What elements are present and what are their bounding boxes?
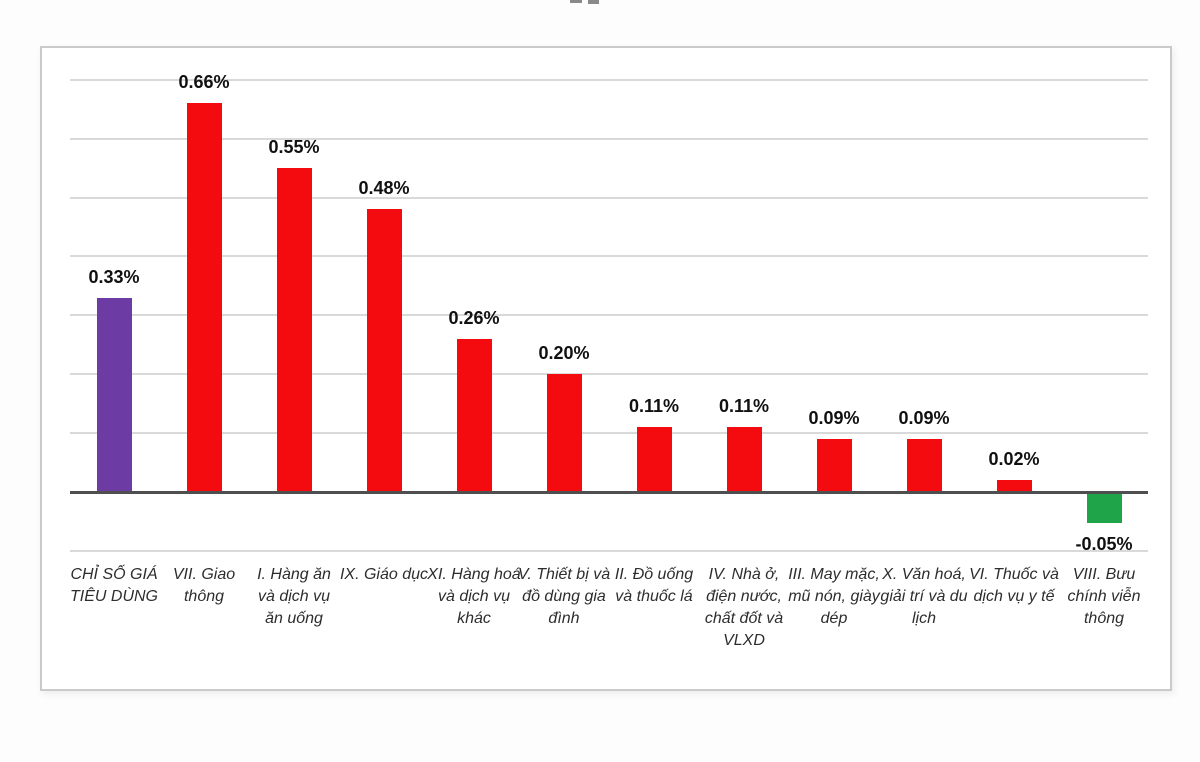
bar — [456, 338, 492, 492]
x-axis-line — [70, 491, 1148, 494]
plot-area: 0.33% CHỈ SỐ GIÁ TIÊU DÙNG 0.66% VII. Giao … — [42, 48, 1170, 689]
bar-value-label: -0.05% — [1075, 534, 1133, 555]
bar-value-label: 0.11% — [628, 396, 680, 417]
bar-category-label: III. May mặc, mũ nón, giày dép — [788, 566, 880, 627]
gridline — [70, 549, 1148, 552]
bar — [726, 427, 762, 492]
bar — [636, 427, 672, 492]
bar-category-label: X. Văn hoá, giải trí và du lịch — [880, 566, 968, 627]
bar-value-label: 0.09% — [808, 407, 860, 428]
bar-category-label: VII. Giao thông — [172, 566, 236, 605]
bar-category-label: I. Hàng ăn và dịch vụ ăn uống — [257, 566, 331, 627]
gridline — [70, 137, 1148, 140]
bar-value-label: 0.11% — [718, 396, 770, 417]
bar-value-label: 0.33% — [88, 266, 140, 287]
bar-category-label: V. Thiết bị và đồ dùng gia đình — [517, 566, 611, 627]
bar-value-label: 0.09% — [898, 407, 950, 428]
bar — [276, 168, 312, 492]
bar-category-label: II. Đồ uống và thuốc lá — [614, 566, 694, 605]
bar — [1086, 494, 1122, 524]
bar-category-label: CHỈ SỐ GIÁ TIÊU DÙNG — [70, 566, 158, 605]
bar — [546, 374, 582, 492]
bar — [816, 438, 852, 492]
bar-category-label: VI. Thuốc và dịch vụ y tế — [969, 566, 1059, 605]
bar — [906, 438, 942, 492]
bar-category-label: VIII. Bưu chính viễn thông — [1067, 566, 1141, 627]
gridline — [70, 373, 1148, 376]
gridline — [70, 255, 1148, 258]
bar-category-label: XI. Hàng hoá và dịch vụ khác — [427, 566, 521, 627]
bar — [186, 103, 222, 492]
bar-value-label: 0.55% — [268, 137, 320, 158]
bar-value-label: 0.48% — [358, 178, 410, 199]
gridline — [70, 196, 1148, 199]
cropped-title-fragment — [570, 0, 582, 3]
bar-value-label: 0.26% — [448, 307, 500, 328]
bar-category-label: IV. Nhà ở, điện nước, chất đốt và VLXD — [704, 566, 784, 649]
bar-value-label: 0.66% — [178, 72, 230, 93]
gridline — [70, 314, 1148, 317]
gridline — [70, 432, 1148, 435]
bar — [996, 480, 1032, 492]
bar-value-label: 0.20% — [538, 343, 590, 364]
gridline — [70, 78, 1148, 81]
bar — [96, 297, 132, 492]
bar-value-label: 0.02% — [988, 449, 1040, 470]
cropped-title-fragment — [588, 0, 599, 4]
bar — [366, 209, 402, 492]
chart-panel: 0.33% CHỈ SỐ GIÁ TIÊU DÙNG 0.66% VII. Giao … — [40, 46, 1172, 691]
bar-category-label: IX. Giáo dục — [339, 566, 429, 583]
